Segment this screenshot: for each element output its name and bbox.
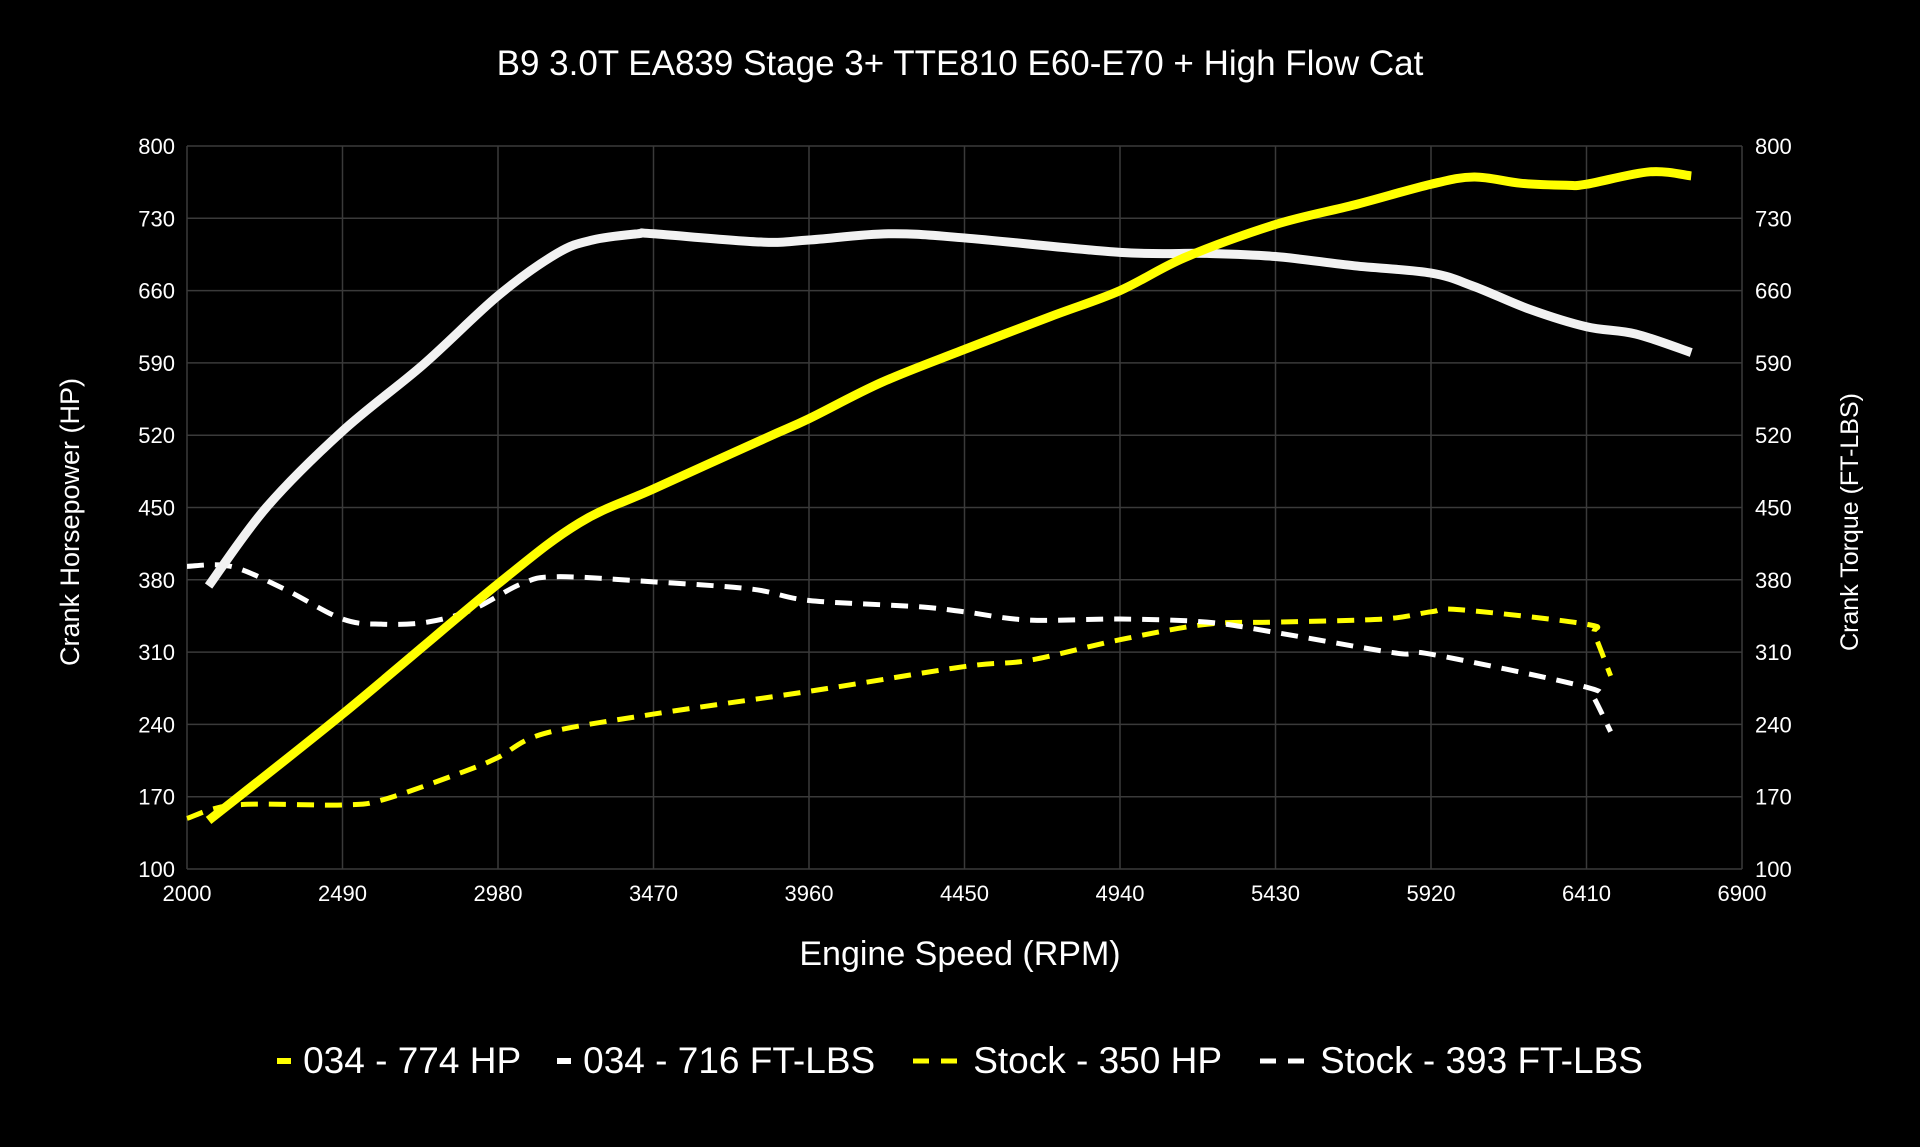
y-tick-label: 520 bbox=[138, 423, 175, 448]
y-tick-label: 800 bbox=[138, 134, 175, 159]
y-tick-label: 450 bbox=[138, 496, 175, 521]
legend-label: 034 - 774 HP bbox=[303, 1040, 522, 1081]
y-tick-label: 310 bbox=[138, 640, 175, 665]
y2-tick-label: 590 bbox=[1755, 351, 1792, 376]
x-tick-label: 5920 bbox=[1407, 881, 1456, 906]
y2-tick-label: 730 bbox=[1755, 206, 1792, 231]
legend-label: Stock - 350 HP bbox=[973, 1040, 1223, 1081]
y-tick-label: 660 bbox=[138, 279, 175, 304]
series-line-1 bbox=[204, 228, 1693, 589]
legend-swatch-dashed-yellow bbox=[913, 1058, 962, 1064]
legend-swatch-solid-yellow bbox=[277, 1058, 292, 1064]
y2-tick-label: 170 bbox=[1755, 785, 1792, 810]
x-tick-label: 6900 bbox=[1718, 881, 1767, 906]
legend: 034 - 774 HP 034 - 716 FT-LBS Stock - 35… bbox=[0, 1040, 1920, 1082]
series-line-0 bbox=[205, 167, 1692, 824]
y-tick-labels: 100 170 240 310 380 450 520 590 660 730 800 bbox=[138, 134, 175, 882]
series-line-2 bbox=[186, 606, 1613, 821]
x-tick-label: 3960 bbox=[785, 881, 834, 906]
legend-label: 034 - 716 FT-LBS bbox=[583, 1040, 876, 1081]
y-tick-label: 590 bbox=[138, 351, 175, 376]
y2-tick-label: 660 bbox=[1755, 279, 1792, 304]
y-axis-title: Crank Horsepower (HP) bbox=[55, 378, 85, 666]
y2-tick-label: 240 bbox=[1755, 712, 1792, 737]
y-tick-label: 170 bbox=[138, 785, 175, 810]
x-tick-label: 5430 bbox=[1251, 881, 1300, 906]
y2-tick-label: 520 bbox=[1755, 423, 1792, 448]
x-tick-label: 2000 bbox=[163, 881, 212, 906]
y-tick-label: 380 bbox=[138, 568, 175, 593]
grid bbox=[186, 145, 1743, 870]
y-tick-label: 240 bbox=[138, 712, 175, 737]
x-tick-label: 2490 bbox=[318, 881, 367, 906]
legend-label: Stock - 393 FT-LBS bbox=[1320, 1040, 1643, 1081]
y2-tick-label: 800 bbox=[1755, 134, 1792, 159]
y2-tick-label: 100 bbox=[1755, 857, 1792, 882]
x-tick-label: 2980 bbox=[474, 881, 523, 906]
x-tick-label: 3470 bbox=[629, 881, 678, 906]
legend-item-034-torque: 034 - 716 FT-LBS bbox=[557, 1040, 875, 1082]
series-lines bbox=[186, 167, 1693, 824]
y-tick-label: 100 bbox=[138, 857, 175, 882]
y2-tick-label: 450 bbox=[1755, 496, 1792, 521]
x-tick-label: 4450 bbox=[940, 881, 989, 906]
y2-tick-labels: 100 170 240 310 380 450 520 590 660 730 800 bbox=[1755, 134, 1792, 882]
x-tick-label: 6410 bbox=[1562, 881, 1611, 906]
series-line-3 bbox=[186, 562, 1613, 733]
y2-tick-label: 310 bbox=[1755, 640, 1792, 665]
y2-axis-title: Crank Torque (FT-LBS) bbox=[1836, 393, 1864, 651]
chart-title: B9 3.0T EA839 Stage 3+ TTE810 E60-E70 + … bbox=[497, 44, 1424, 83]
legend-swatch-dashed-white bbox=[1260, 1058, 1309, 1064]
x-tick-labels: 2000 2490 2980 3470 3960 4450 4940 5430 5920 6410… bbox=[163, 881, 1767, 906]
x-axis-title: Engine Speed (RPM) bbox=[799, 935, 1120, 973]
legend-swatch-solid-white bbox=[557, 1058, 572, 1064]
x-tick-label: 4940 bbox=[1096, 881, 1145, 906]
legend-item-stock-torque: Stock - 393 FT-LBS bbox=[1258, 1040, 1643, 1082]
legend-item-stock-hp: Stock - 350 HP bbox=[911, 1040, 1222, 1082]
y2-tick-label: 380 bbox=[1755, 568, 1792, 593]
legend-item-034-hp: 034 - 774 HP bbox=[277, 1040, 521, 1082]
y-tick-label: 730 bbox=[138, 206, 175, 231]
